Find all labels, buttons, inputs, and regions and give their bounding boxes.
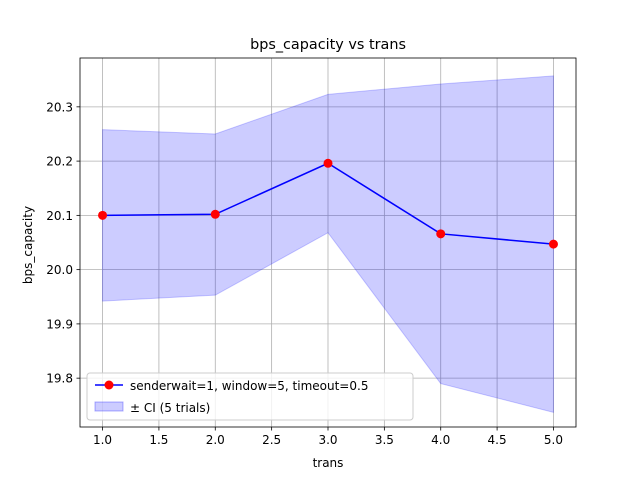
x-tick-label: 4.0 (431, 433, 450, 447)
x-tick-label: 2.5 (262, 433, 281, 447)
legend-marker-swatch (104, 380, 114, 390)
y-tick-label: 20.3 (46, 100, 73, 114)
data-point (548, 239, 558, 249)
y-tick-label: 20.2 (46, 155, 73, 169)
data-point (210, 209, 220, 219)
x-tick-label: 1.0 (93, 433, 112, 447)
plot-frame (79, 57, 577, 428)
x-tick-label: 3.5 (375, 433, 394, 447)
data-point (323, 158, 333, 168)
series-layer (98, 158, 558, 249)
legend-box (86, 372, 414, 421)
y-tick-label: 20.0 (46, 263, 73, 277)
x-tick-label: 2.0 (206, 433, 225, 447)
x-tick-label: 3.0 (318, 433, 337, 447)
legend-band-swatch (94, 401, 124, 412)
chart-title: bps_capacity vs trans (250, 37, 406, 53)
axes-layer: 1.0 1.5 2.0 2.5 3.0 3.5 4.0 4.5 5.0 19.8 19.9 20.0 2… (46, 57, 577, 447)
legend-series-label: senderwait=1, window=5, timeout=0.5 (130, 379, 368, 393)
data-point (98, 210, 108, 220)
ci-band (102, 75, 554, 413)
y-tick-label: 19.9 (46, 317, 73, 331)
y-tick-label: 19.8 (46, 372, 73, 386)
y-axis-label: bps_capacity (21, 206, 35, 284)
x-tick-label: 5.0 (544, 433, 563, 447)
x-tick-label: 1.5 (149, 433, 168, 447)
x-tick-label: 4.5 (488, 433, 507, 447)
legend: senderwait=1, window=5, timeout=0.5 ± CI… (86, 372, 414, 421)
y-tick-label: 20.1 (46, 209, 73, 223)
x-axis-label: trans (313, 456, 344, 470)
legend-band-label: ± CI (5 trials) (130, 401, 210, 415)
ci-band-layer (102, 75, 554, 413)
data-point (436, 229, 446, 239)
